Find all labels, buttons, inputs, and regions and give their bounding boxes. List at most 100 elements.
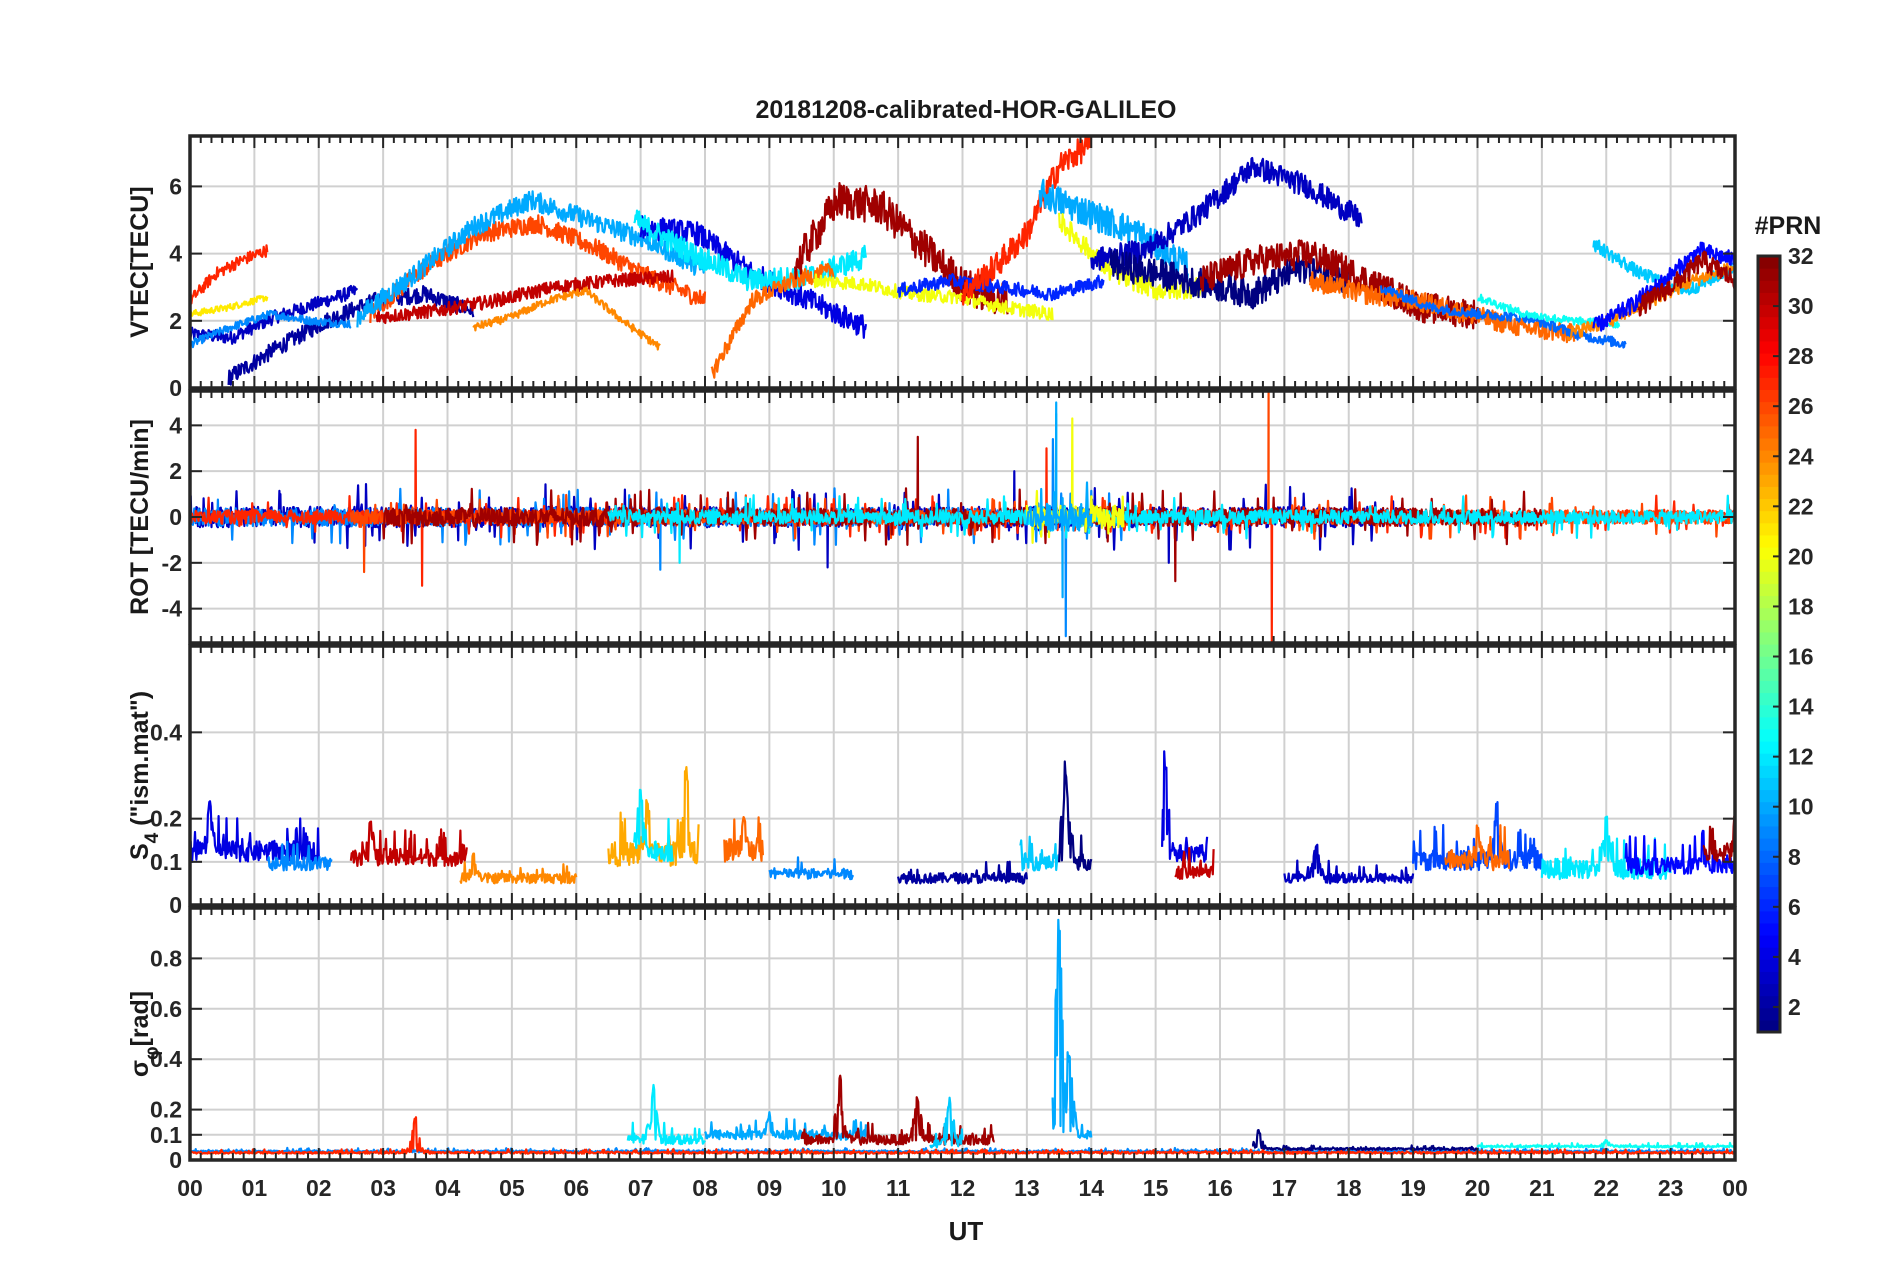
series-line-prn-24 <box>459 852 578 885</box>
panel-sigphi: 00.10.2 0.4 0.6 0.8 σφ[rad] <box>126 906 1737 1173</box>
colorbar-band <box>1758 401 1780 415</box>
colorbar-band <box>1758 280 1780 293</box>
y-tick-label: 0 <box>169 892 182 918</box>
colorbar-band <box>1758 510 1780 524</box>
colorbar-band <box>1758 983 1780 997</box>
y-tick-label: 0.4 <box>150 719 182 745</box>
x-tick-label: 16 <box>1207 1175 1233 1201</box>
series-line-prn-12 <box>1540 815 1672 881</box>
colorbar-band <box>1758 389 1780 403</box>
series-line-prn-26 <box>349 391 1735 574</box>
series-line-prn-1 <box>1251 1129 1479 1151</box>
series-line-prn-20 <box>1025 417 1125 544</box>
colorbar-band <box>1758 886 1780 900</box>
colorbar-tick-label: 18 <box>1788 593 1814 619</box>
x-tick-label: 12 <box>950 1175 976 1201</box>
x-tick-label: 00 <box>177 1175 203 1201</box>
colorbar-band <box>1758 268 1780 281</box>
series-line-prn-23 <box>607 766 700 868</box>
series-line-prn-10 <box>1025 401 1093 599</box>
series-line-prn-9 <box>266 840 333 872</box>
series-line-prn-21 <box>190 295 269 317</box>
colorbar-band <box>1758 425 1780 439</box>
colorbar-band <box>1758 813 1780 827</box>
series-line-prn-30 <box>1174 847 1215 880</box>
series-line-prn-12 <box>626 1083 706 1146</box>
colorbar-tick-label: 6 <box>1788 894 1801 920</box>
colorbar-band <box>1758 971 1780 985</box>
x-axis: 00 01 02 03 04 05 06 07 08 09 10 11 12 13 14 15 16 17 18 19… <box>177 1175 1748 1201</box>
colorbar-band <box>1758 522 1780 536</box>
colorbar-band <box>1758 437 1780 451</box>
colorbar-band <box>1758 498 1780 512</box>
colorbar-tick-label: 2 <box>1788 994 1801 1020</box>
x-tick-label: 01 <box>242 1175 268 1201</box>
x-tick-label: 23 <box>1658 1175 1684 1201</box>
colorbar-band <box>1758 534 1780 548</box>
grid-sigphi <box>189 908 1736 1161</box>
colorbar-band <box>1758 1019 1780 1033</box>
colorbar-band <box>1758 256 1780 269</box>
colorbar-band <box>1758 1007 1780 1021</box>
colorbar-band <box>1758 838 1780 851</box>
series-line-prn-20 <box>813 273 1054 321</box>
series-line-prn-31 <box>800 1074 996 1146</box>
series-line-prn-1 <box>1058 760 1093 872</box>
series-line-prn-9 <box>190 438 1125 638</box>
colorbar-band <box>1758 328 1780 342</box>
colorbar-tick-label: 10 <box>1788 794 1814 820</box>
colorbar-band <box>1758 631 1780 645</box>
colorbar-band <box>1758 644 1780 657</box>
colorbar-band <box>1758 486 1780 500</box>
colorbar-title: #PRN <box>1755 212 1822 240</box>
y-tick-label: 0.8 <box>150 945 182 971</box>
series-line-prn-25 <box>710 262 835 379</box>
colorbar-band <box>1758 583 1780 597</box>
series-line-prn-4 <box>1161 750 1209 863</box>
series-line-prn-25 <box>723 816 764 863</box>
series-group-vtec <box>190 136 1735 386</box>
series-line-prn-12 <box>633 788 674 863</box>
colorbar-tick-label: 14 <box>1788 694 1814 720</box>
x-tick-label: 21 <box>1529 1175 1555 1201</box>
y-tick-label: -2 <box>162 550 182 576</box>
colorbar-band <box>1758 413 1780 427</box>
tick-marks <box>189 908 1736 1161</box>
colorbar-tick-label: 8 <box>1788 844 1801 870</box>
y-tick-label: 0 <box>169 375 182 401</box>
colorbar-band <box>1758 728 1780 742</box>
series-line-prn-25 <box>1444 824 1511 872</box>
series-line-prn-30 <box>375 269 674 325</box>
series-line-prn-3 <box>1283 843 1415 885</box>
series-group-rot <box>190 391 1735 643</box>
panel-rot: -4 -2 0 2 4 ROT [TECU/min] <box>126 389 1737 645</box>
y-tick-label: 0 <box>169 1147 182 1173</box>
colorbar-band <box>1758 377 1780 390</box>
tick-marks <box>189 391 1736 643</box>
series-line-prn-13 <box>1476 1139 1735 1149</box>
y-tick-label: 2 <box>169 308 182 334</box>
panel-vtec: 0 2 4 6 VTEC[TECU] <box>126 134 1737 401</box>
x-tick-label: 09 <box>757 1175 783 1201</box>
x-tick-label: 18 <box>1336 1175 1362 1201</box>
colorbar-band <box>1758 607 1780 621</box>
tick-marks <box>189 136 1736 389</box>
colorbar-band <box>1758 316 1780 330</box>
y-axis-label-s4: S4 ("ism.mat") <box>126 691 163 860</box>
colorbar-band <box>1758 935 1780 948</box>
series-line-prn-4 <box>190 800 320 863</box>
colorbar-tick-label: 30 <box>1788 293 1814 319</box>
colorbar-band <box>1758 462 1780 475</box>
colorbar-tick-label: 16 <box>1788 644 1814 670</box>
colorbar-band <box>1758 547 1780 560</box>
colorbar-band <box>1758 789 1780 803</box>
series-line-prn-31 <box>1637 250 1735 317</box>
x-tick-label: 20 <box>1465 1175 1491 1201</box>
colorbar-band <box>1758 777 1780 791</box>
series-line-prn-2 <box>227 285 475 386</box>
y-tick-label: 0.6 <box>150 996 182 1022</box>
colorbar-band <box>1758 353 1780 366</box>
x-tick-label: 19 <box>1400 1175 1426 1201</box>
colorbar-band <box>1758 959 1780 972</box>
